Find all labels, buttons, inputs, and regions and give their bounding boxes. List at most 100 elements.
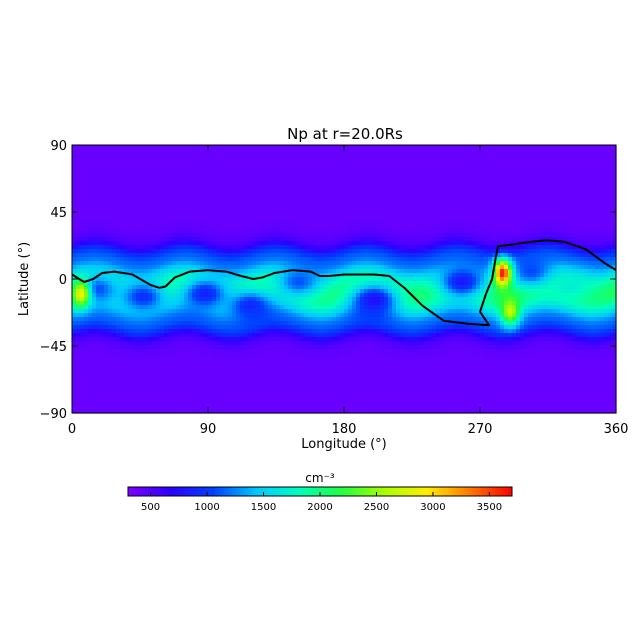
heatmap-cell [400,209,405,214]
heatmap-cell [468,269,473,274]
heatmap-cell [324,205,329,210]
heatmap-cell [252,269,257,274]
heatmap-cell [80,289,85,294]
heatmap-cell [568,213,573,218]
heatmap-cell [276,285,281,290]
heatmap-cell [136,237,141,242]
heatmap-cell [336,157,341,162]
heatmap-cell [100,213,105,218]
heatmap-cell [584,265,589,270]
heatmap-cell [484,145,489,150]
heatmap-cell [128,169,133,174]
heatmap-cell [372,157,377,162]
heatmap-cell [592,237,597,242]
heatmap-cell [520,265,525,270]
heatmap-cell [428,209,433,214]
heatmap-cell [112,193,117,198]
heatmap-cell [348,185,353,190]
heatmap-cell [220,209,225,214]
heatmap-cell [152,273,157,278]
heatmap-cell [380,233,385,238]
heatmap-cell [108,189,113,194]
heatmap-cell [104,289,109,294]
heatmap-cell [500,225,505,230]
heatmap-cell [320,229,325,234]
heatmap-cell [300,221,305,226]
heatmap-cell [548,221,553,226]
heatmap-cell [72,185,77,190]
heatmap-cell [272,157,277,162]
heatmap-cell [388,245,393,250]
heatmap-cell [604,161,609,166]
heatmap-cell [476,269,481,274]
heatmap-cell [544,149,549,154]
heatmap-cell [448,269,453,274]
heatmap-cell [596,277,601,282]
heatmap-cell [520,161,525,166]
heatmap-cell [256,185,261,190]
heatmap-cell [532,189,537,194]
heatmap-cell [292,253,297,258]
heatmap-cell [364,233,369,238]
heatmap-cell [188,201,193,206]
heatmap-cell [328,181,333,186]
heatmap-cell [408,189,413,194]
heatmap-cell [312,237,317,242]
heatmap-cell [104,273,109,278]
heatmap-cell [216,213,221,218]
heatmap-cell [472,265,477,270]
heatmap-cell [264,177,269,182]
heatmap-cell [376,161,381,166]
heatmap-cell [244,173,249,178]
heatmap-cell [172,261,177,266]
heatmap-cell [604,277,609,282]
heatmap-cell [580,165,585,170]
heatmap-cell [428,217,433,222]
heatmap-cell [504,145,509,150]
heatmap-cell [100,289,105,294]
heatmap-cell [312,213,317,218]
heatmap-cell [352,209,357,214]
heatmap-cell [316,213,321,218]
heatmap-cell [108,177,113,182]
heatmap-cell [352,221,357,226]
heatmap-cell [312,181,317,186]
heatmap-cell [340,261,345,266]
heatmap-cell [580,145,585,150]
heatmap-cell [272,217,277,222]
heatmap-cell [320,169,325,174]
heatmap-cell [552,197,557,202]
heatmap-cell [516,221,521,226]
heatmap-cell [544,269,549,274]
heatmap-cell [128,249,133,254]
heatmap-cell [432,165,437,170]
heatmap-cell [564,237,569,242]
heatmap-cell [344,277,349,282]
heatmap-cell [432,161,437,166]
heatmap-cell [300,245,305,250]
heatmap-cell [160,153,165,158]
heatmap-cell [460,249,465,254]
heatmap-cell [568,233,573,238]
heatmap-cell [116,281,121,286]
heatmap-cell [604,213,609,218]
heatmap-cell [516,285,521,290]
heatmap-cell [404,197,409,202]
heatmap-cell [348,281,353,286]
heatmap-cell [424,193,429,198]
heatmap-cell [540,209,545,214]
heatmap-cell [396,181,401,186]
heatmap-cell [168,245,173,250]
heatmap-cell [452,209,457,214]
heatmap-cell [108,233,113,238]
heatmap-cell [564,245,569,250]
heatmap-cell [352,257,357,262]
heatmap-cell [444,273,449,278]
heatmap-cell [140,245,145,250]
heatmap-cell [308,233,313,238]
heatmap-cell [120,245,125,250]
heatmap-cell [112,181,117,186]
heatmap-cell [556,153,561,158]
heatmap-cell [544,169,549,174]
heatmap-cell [544,281,549,286]
